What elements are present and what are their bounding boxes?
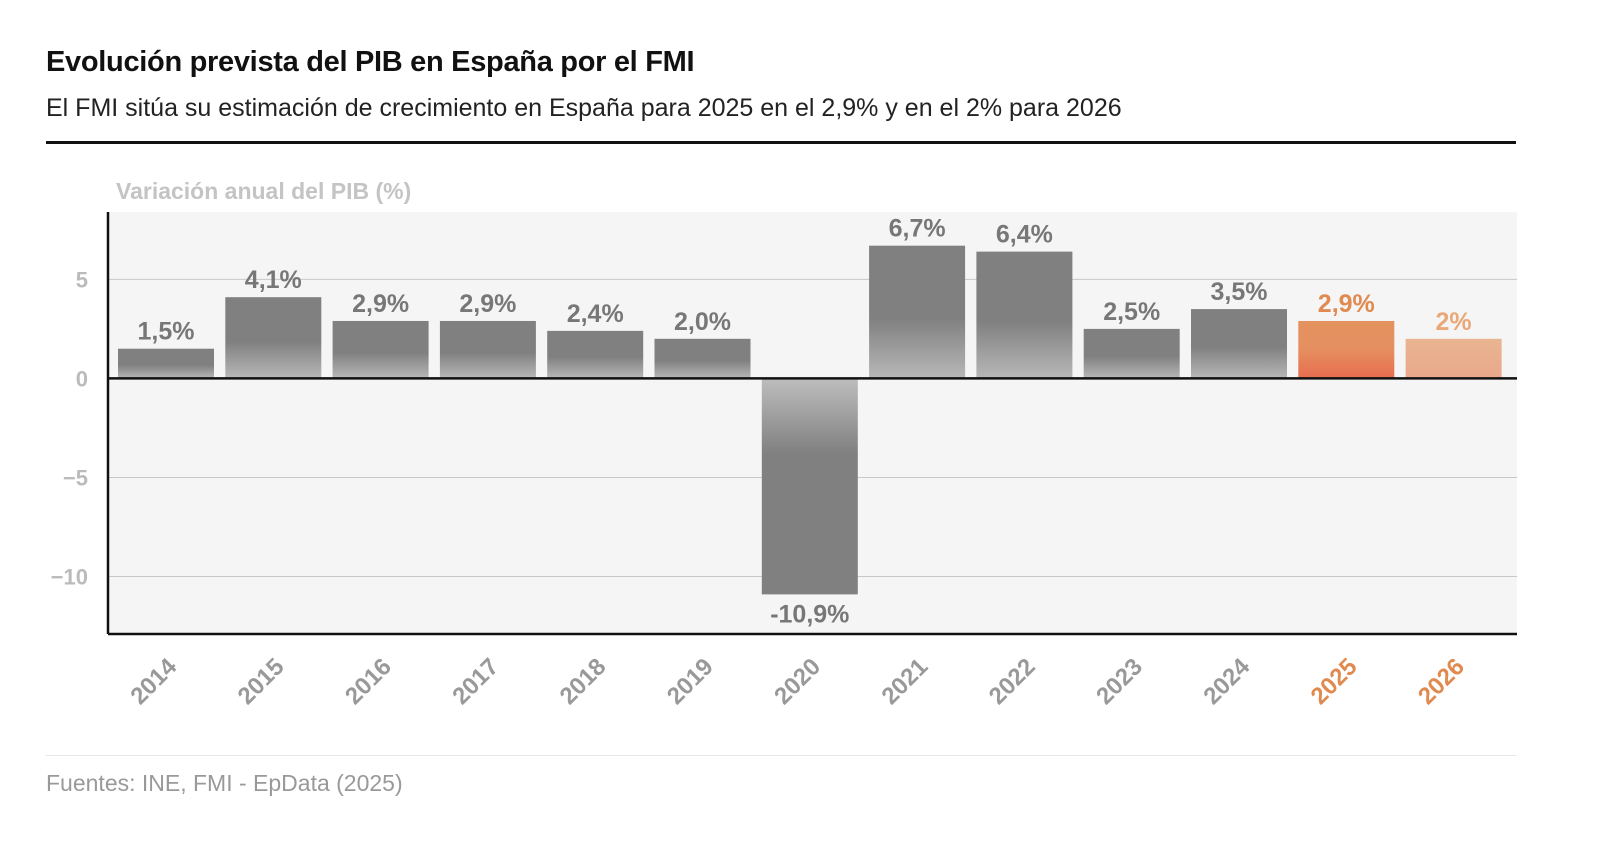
y-axis-label: Variación anual del PIB (%) xyxy=(116,178,411,204)
x-tick-label-2018: 2018 xyxy=(555,653,612,710)
x-tick-label-2014: 2014 xyxy=(125,653,182,710)
x-tick-label-2026: 2026 xyxy=(1413,653,1470,710)
data-label-2020: -10,9% xyxy=(770,600,849,628)
data-label-2025: 2,9% xyxy=(1318,290,1375,318)
data-label-2024: 3,5% xyxy=(1211,278,1268,306)
data-label-2017: 2,9% xyxy=(459,290,516,318)
footer-divider xyxy=(46,755,1516,756)
bar-2018 xyxy=(547,330,644,379)
source-note: Fuentes: INE, FMI - EpData (2025) xyxy=(46,770,403,796)
data-label-2014: 1,5% xyxy=(138,318,195,346)
x-tick-label-2016: 2016 xyxy=(340,653,397,710)
bar-2023 xyxy=(1083,328,1180,379)
header-divider xyxy=(46,141,1516,144)
x-tick-label-2015: 2015 xyxy=(233,653,290,710)
bar-2017 xyxy=(439,320,536,379)
x-tick-label-2020: 2020 xyxy=(769,653,826,710)
bar-2014 xyxy=(118,348,214,379)
bar-2019 xyxy=(654,338,751,379)
data-label-2022: 6,4% xyxy=(996,221,1053,249)
data-label-2026: 2% xyxy=(1436,308,1472,336)
bar-2024 xyxy=(1191,309,1287,379)
y-tick-label: 0 xyxy=(76,366,88,391)
x-tick-label-2023: 2023 xyxy=(1091,653,1148,710)
x-tick-label-2024: 2024 xyxy=(1198,653,1255,710)
bar-2020 xyxy=(761,378,858,595)
x-tick-label-2019: 2019 xyxy=(662,653,719,710)
data-label-2023: 2,5% xyxy=(1103,298,1160,326)
y-tick-label: 5 xyxy=(76,267,88,292)
y-tick-label: −10 xyxy=(51,565,88,590)
data-label-2019: 2,0% xyxy=(674,308,731,336)
chart-subtitle: El FMI sitúa su estimación de crecimient… xyxy=(46,94,1122,122)
bar-2025 xyxy=(1298,320,1395,379)
bar-2015 xyxy=(225,297,322,379)
x-tick-label-2025: 2025 xyxy=(1306,653,1363,710)
chart-title: Evolución prevista del PIB en España por… xyxy=(46,46,695,78)
x-tick-label-2022: 2022 xyxy=(984,653,1041,710)
y-tick-label: −5 xyxy=(63,465,88,490)
x-tick-label-2017: 2017 xyxy=(447,653,504,710)
bar-2022 xyxy=(976,251,1073,379)
data-label-2021: 6,7% xyxy=(889,215,946,243)
bar-2016 xyxy=(332,320,429,379)
bar-2021 xyxy=(869,245,966,379)
data-label-2016: 2,9% xyxy=(352,290,409,318)
bar-2026 xyxy=(1405,338,1502,379)
data-label-2018: 2,4% xyxy=(567,300,624,328)
data-label-2015: 4,1% xyxy=(245,266,302,294)
x-tick-label-2021: 2021 xyxy=(876,653,933,710)
